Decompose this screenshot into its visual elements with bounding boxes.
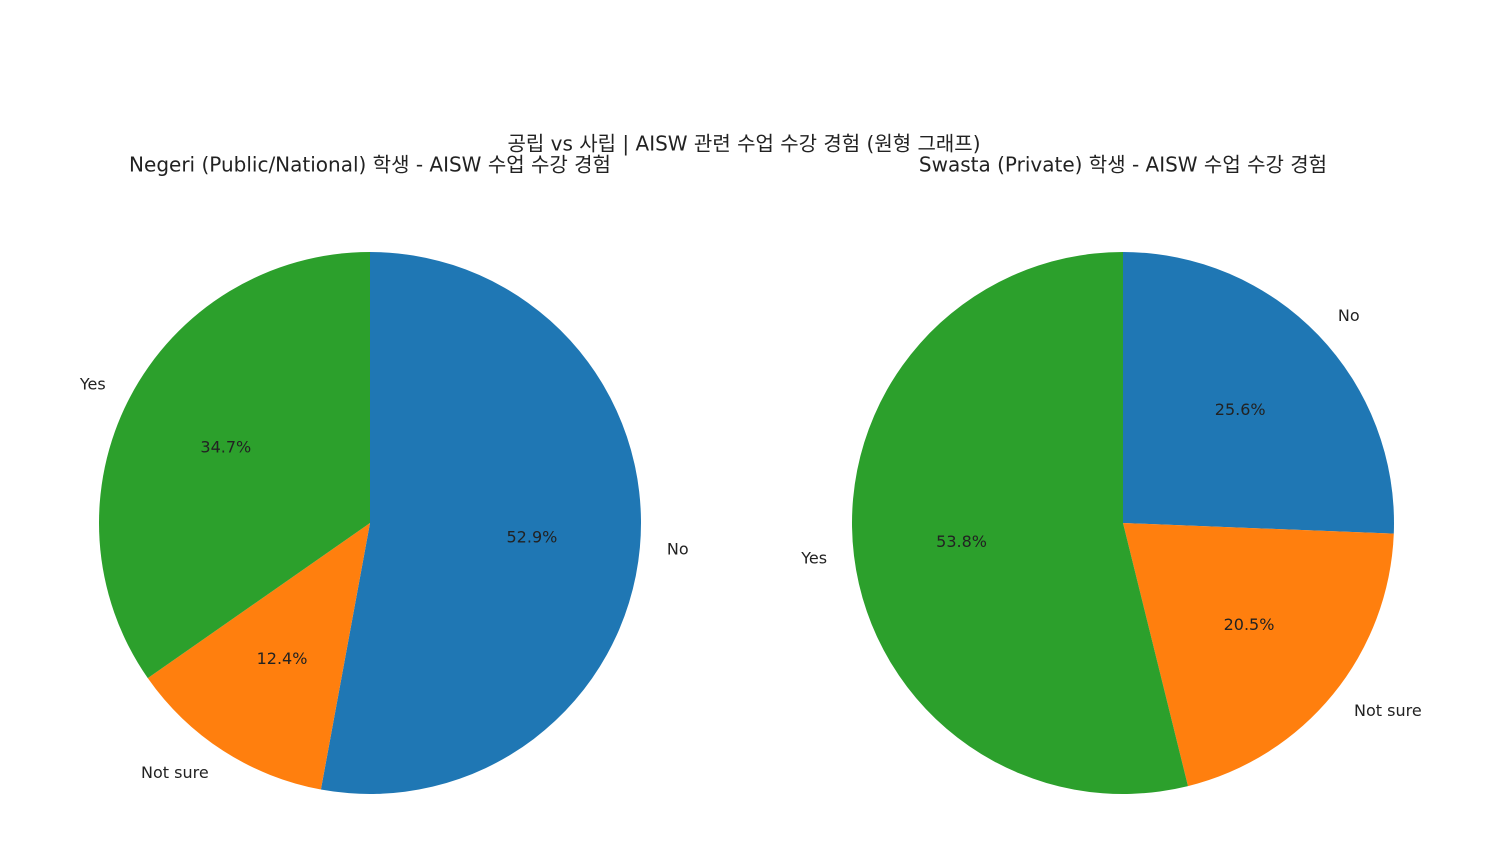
pie-slice	[1123, 252, 1394, 534]
percent-label: 25.6%	[1215, 400, 1266, 419]
slice-label: Not sure	[141, 763, 209, 782]
subplot-title: Negeri (Public/National) 학생 - AISW 수업 수강…	[129, 153, 611, 177]
pie-slice	[851, 252, 1188, 794]
pie-slice	[147, 523, 370, 790]
figure-title: 공립 vs 사립 | AISW 관련 수업 수강 경험 (원형 그래프)	[507, 132, 980, 156]
percent-label: 53.8%	[936, 532, 987, 551]
percent-label: 12.4%	[257, 649, 308, 668]
percent-label: 34.7%	[200, 437, 251, 456]
pie-slice	[1123, 523, 1394, 787]
slice-label: Yes	[79, 375, 106, 394]
slice-label: Yes	[800, 549, 827, 568]
percent-label: 52.9%	[507, 527, 558, 546]
percent-label: 20.5%	[1224, 615, 1275, 634]
pie-slice	[99, 252, 370, 679]
slice-label: No	[1338, 306, 1360, 325]
slice-label: No	[667, 540, 689, 559]
subplot-title: Swasta (Private) 학생 - AISW 수업 수강 경험	[919, 153, 1327, 177]
slice-label: Not sure	[1354, 701, 1422, 720]
pie-slice	[320, 252, 641, 794]
